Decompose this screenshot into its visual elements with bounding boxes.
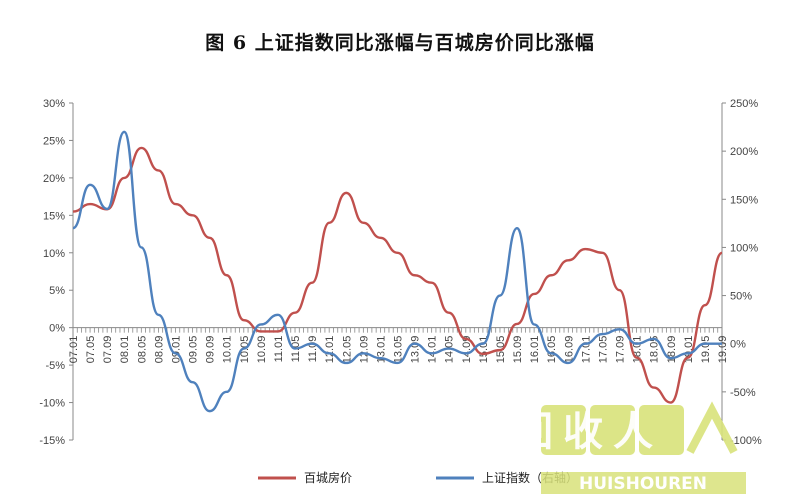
x-tick-label: 10.09: [256, 336, 268, 364]
chart-series: [72, 130, 723, 413]
x-tick-label: 08.09: [153, 336, 165, 364]
x-tick-label: 16.09: [563, 336, 575, 364]
series-line-0: [72, 146, 723, 404]
chart-legend: 百城房价 上证指数（右轴）: [258, 470, 578, 485]
x-tick-label: 10.01: [222, 336, 234, 364]
watermark-box-3: [639, 405, 684, 455]
watermark-band: [541, 472, 746, 494]
legend-label-0: 百城房价: [304, 470, 352, 485]
x-tick-label: 09.09: [205, 336, 217, 364]
y-left-tick-label: -5%: [45, 360, 65, 372]
y-right-tick-label: 150%: [730, 194, 758, 206]
x-tick-label: 14.09: [461, 336, 473, 364]
x-tick-label: 13.05: [393, 336, 405, 364]
y-right-tick-label: 0%: [730, 339, 746, 351]
watermark-sub-text: HUISHOUREN: [579, 474, 707, 494]
x-tick-label: 19.01: [683, 336, 695, 364]
y-left-tick-label: -15%: [39, 435, 65, 447]
x-tick-label: 19.05: [700, 336, 712, 364]
y-left-tick-label: 25%: [43, 135, 65, 147]
x-tick-label: 14.01: [427, 336, 439, 364]
x-tick-label: 07.05: [85, 336, 97, 364]
x-tick-label: 17.01: [580, 336, 592, 364]
x-tick-label: 17.05: [597, 336, 609, 364]
watermark-main-text: 回收人: [513, 409, 663, 455]
x-tick-label: 15.01: [478, 336, 490, 364]
x-tick-label: 12.05: [341, 336, 353, 364]
x-tick-label: 19.09: [717, 336, 729, 364]
watermark-person-icon: [686, 401, 738, 454]
x-tick-label: 16.05: [546, 336, 558, 364]
x-tick-label: 12.09: [358, 336, 370, 364]
x-tick-label: 16.01: [529, 336, 541, 364]
x-tick-label: 13.09: [410, 336, 422, 364]
watermark-box-1: [541, 405, 586, 455]
y-left-tick-label: 5%: [49, 285, 65, 297]
chart-axes: -15% -10% -5% 0% 5% 10% 15% 20% 25% 30% -100% -50% 0…: [39, 98, 762, 447]
y-right-tick-label: 50%: [730, 291, 752, 303]
y-right-tick-label: 200%: [730, 146, 758, 158]
y-left-tick-label: -10%: [39, 398, 65, 410]
y-right-tick-label: -100%: [730, 435, 762, 447]
x-tick-label: 17.09: [615, 336, 627, 364]
x-tick-label: 09.05: [188, 336, 200, 364]
y-left-tick-label: 10%: [43, 248, 65, 260]
y-left-tick-label: 15%: [43, 210, 65, 222]
x-tick-label: 15.09: [512, 336, 524, 364]
watermark-box-2: [590, 405, 635, 455]
x-tick-label: 11.09: [307, 336, 319, 363]
y-left-tick-label: 20%: [43, 173, 65, 185]
y-right-tick-label: 250%: [730, 98, 758, 110]
x-tick-label: 13.01: [375, 336, 387, 364]
x-tick-label: 07.09: [102, 336, 114, 364]
series-line-1: [72, 130, 722, 413]
y-right-tick-label: -50%: [730, 387, 756, 399]
chart-title: 图 6 上证指数同比涨幅与百城房价同比涨幅: [205, 32, 595, 54]
x-tick-label: 08.05: [136, 336, 148, 364]
y-right-tick-label: 100%: [730, 242, 758, 254]
y-left-tick-label: 30%: [43, 98, 65, 110]
x-tick-label: 12.01: [324, 336, 336, 364]
x-tick-label: 11.01: [273, 336, 285, 363]
y-left-tick-label: 0%: [49, 323, 65, 335]
watermark-logo: 回收人 HUISHOUREN: [513, 401, 746, 494]
x-tick-label: 08.01: [119, 336, 131, 364]
x-tick-label: 07.01: [68, 336, 80, 364]
